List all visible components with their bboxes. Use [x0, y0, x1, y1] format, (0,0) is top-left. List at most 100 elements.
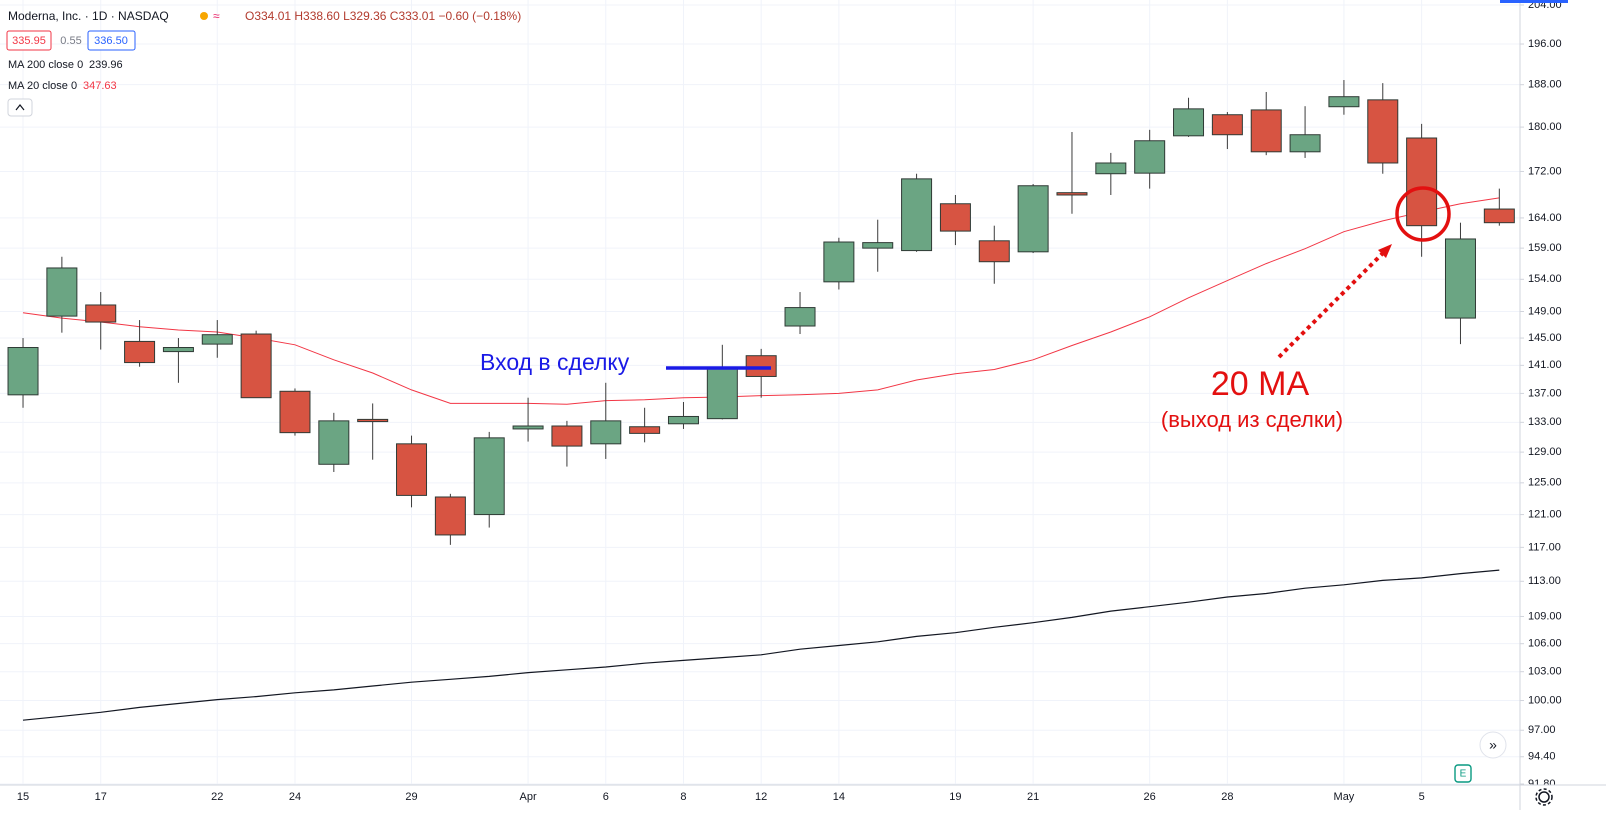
candle-body	[629, 426, 661, 434]
candle-body	[784, 307, 816, 327]
x-tick-label: May	[1334, 791, 1355, 803]
y-tick-label: 149.00	[1528, 305, 1562, 317]
candle-body	[823, 241, 855, 283]
candle-body	[1173, 108, 1205, 137]
y-tick-label: 180.00	[1528, 121, 1562, 133]
x-axis: 15 17 22 24 29 Apr 6 8 12 14 19 21 26 28 May 5	[17, 791, 1425, 803]
x-tick-label: 17	[95, 791, 107, 803]
candle-body	[279, 390, 311, 434]
symbol-title: Moderna, Inc. · 1D · NASDAQ	[8, 9, 169, 23]
candle-body	[939, 203, 971, 232]
ask-price: 336.50	[94, 35, 128, 47]
collapse-icon	[15, 104, 25, 111]
candle-body	[745, 355, 777, 377]
x-tick-label: 12	[755, 791, 767, 803]
indicator-name: MA 200 close 0	[8, 59, 83, 71]
y-tick-label: 125.00	[1528, 477, 1562, 489]
candle-body	[46, 267, 78, 317]
candle-body	[1289, 134, 1321, 153]
y-tick-label: 117.00	[1528, 541, 1561, 553]
candle-body	[512, 425, 544, 430]
candle-body	[240, 333, 272, 399]
candle-body	[7, 347, 39, 396]
candle-body	[1017, 185, 1049, 253]
settings-icon	[1535, 788, 1553, 806]
y-tick-label: 164.00	[1528, 212, 1562, 224]
candle-body	[1406, 137, 1438, 227]
x-tick-label: 5	[1419, 791, 1425, 803]
scroll-button[interactable]	[1479, 731, 1507, 759]
candle-body	[1095, 162, 1127, 175]
events-icon: E	[1460, 769, 1467, 780]
y-tick-label: 91.80	[1528, 778, 1556, 790]
ohlc-text: O334.01 H338.60 L329.36 C333.01 −0.60 (−…	[245, 9, 521, 23]
y-tick-label: 109.00	[1528, 610, 1562, 622]
candle-body	[1211, 114, 1243, 136]
x-tick-label: 21	[1027, 791, 1039, 803]
x-tick-label: 28	[1221, 791, 1233, 803]
candle-body	[357, 418, 389, 423]
y-axis: 204.00 196.00 188.00 180.00 172.00 164.00 159.…	[1520, 0, 1562, 790]
candle-body	[901, 178, 933, 252]
exit-circle	[1395, 186, 1451, 242]
annotation-entry: Вход в сделку	[480, 349, 630, 375]
y-tick-label: 113.00	[1528, 575, 1561, 587]
candle-body	[1444, 238, 1476, 319]
x-tick-label: 8	[680, 791, 686, 803]
y-tick-label: 172.00	[1528, 165, 1562, 177]
x-tick-label: 14	[833, 791, 845, 803]
candle-body	[162, 347, 194, 353]
candle-body	[1328, 96, 1360, 108]
candle-body	[1056, 192, 1088, 196]
y-tick-label: 154.00	[1528, 273, 1562, 285]
candle-body	[318, 420, 350, 465]
indicator-name: MA 20 close 0	[8, 80, 77, 92]
annotation-ma: 20 MA	[1211, 365, 1310, 403]
candle-body	[1483, 208, 1515, 224]
y-tick-label: 103.00	[1528, 666, 1562, 678]
exit-arrow	[1277, 251, 1385, 359]
bid-price: 335.95	[12, 35, 46, 47]
y-tick-label: 94.40	[1528, 751, 1556, 763]
candle-body	[551, 425, 583, 447]
candle-body	[667, 415, 699, 425]
y-tick-label: 141.00	[1528, 359, 1562, 371]
indicator-value: 239.96	[89, 59, 123, 71]
candle-body	[201, 334, 233, 345]
scroll-icon: »	[1489, 737, 1497, 753]
x-tick-label: 26	[1144, 791, 1156, 803]
ask-box[interactable]	[87, 30, 136, 51]
candle-body	[862, 242, 894, 249]
spread: 0.55	[60, 35, 81, 47]
candle-body	[706, 367, 738, 420]
y-tick-label: 97.00	[1528, 724, 1556, 736]
candle-body	[434, 496, 466, 536]
collapse-button[interactable]	[7, 98, 33, 117]
candle-body	[1367, 99, 1399, 164]
x-tick-label: Apr	[520, 791, 537, 803]
x-tick-label: 22	[211, 791, 223, 803]
market-icon	[200, 12, 208, 20]
x-tick-label: 19	[949, 791, 961, 803]
y-tick-label: 133.00	[1528, 416, 1562, 428]
y-tick-label: 100.00	[1528, 694, 1562, 706]
bid-box[interactable]	[6, 30, 52, 51]
y-tick-label: 106.00	[1528, 638, 1562, 650]
events-button[interactable]	[1454, 764, 1472, 783]
indicator-value: 347.63	[83, 80, 117, 92]
candle-body	[1134, 140, 1166, 174]
x-tick-label: 15	[17, 791, 29, 803]
y-tick-label: 196.00	[1528, 38, 1562, 50]
candle-body	[1250, 109, 1282, 153]
y-tick-label: 129.00	[1528, 446, 1562, 458]
candle-body	[85, 304, 117, 323]
exit-arrow-head	[1378, 244, 1392, 258]
x-tick-label: 29	[405, 791, 417, 803]
candle-body	[978, 240, 1010, 263]
annotation-exit: (выход из сделки)	[1161, 407, 1343, 432]
market-icon: ≈	[213, 9, 220, 23]
settings-button[interactable]	[1538, 791, 1550, 803]
scale-indicator	[1500, 0, 1568, 3]
candle-body	[396, 443, 428, 496]
